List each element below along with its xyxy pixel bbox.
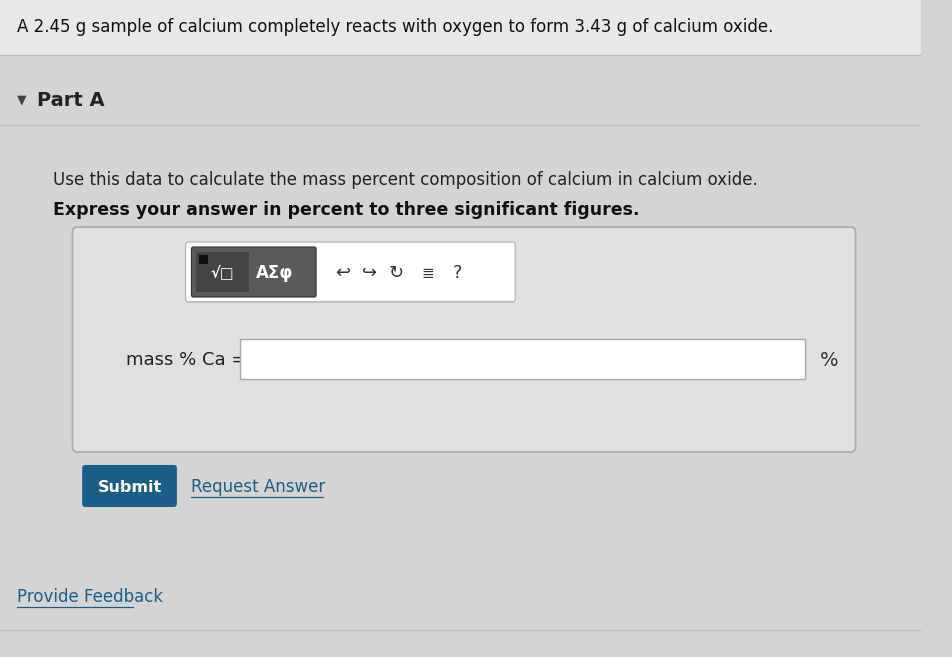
Text: ↩: ↩: [335, 264, 350, 282]
FancyBboxPatch shape: [0, 0, 921, 55]
Text: Part A: Part A: [37, 91, 105, 110]
FancyBboxPatch shape: [186, 242, 515, 302]
Text: ?: ?: [452, 264, 462, 282]
FancyBboxPatch shape: [72, 227, 855, 452]
Text: Express your answer in percent to three significant figures.: Express your answer in percent to three …: [53, 201, 639, 219]
Text: Submit: Submit: [97, 480, 162, 495]
Text: AΣφ: AΣφ: [256, 264, 293, 282]
Text: mass % Ca =: mass % Ca =: [126, 351, 246, 369]
Text: A 2.45 g sample of calcium completely reacts with oxygen to form 3.43 g of calci: A 2.45 g sample of calcium completely re…: [17, 18, 773, 36]
Text: ↪: ↪: [362, 264, 376, 282]
FancyBboxPatch shape: [199, 255, 208, 264]
Text: ▼: ▼: [17, 93, 27, 106]
FancyBboxPatch shape: [196, 252, 249, 292]
Text: ↻: ↻: [388, 264, 404, 282]
Text: √□: √□: [210, 265, 234, 281]
Text: Request Answer: Request Answer: [191, 478, 326, 496]
FancyBboxPatch shape: [240, 339, 804, 379]
Text: ≣: ≣: [422, 265, 434, 281]
Text: %: %: [819, 350, 838, 369]
Text: Provide Feedback: Provide Feedback: [17, 588, 164, 606]
FancyBboxPatch shape: [82, 465, 177, 507]
Text: Use this data to calculate the mass percent composition of calcium in calcium ox: Use this data to calculate the mass perc…: [53, 171, 757, 189]
FancyBboxPatch shape: [191, 247, 316, 297]
